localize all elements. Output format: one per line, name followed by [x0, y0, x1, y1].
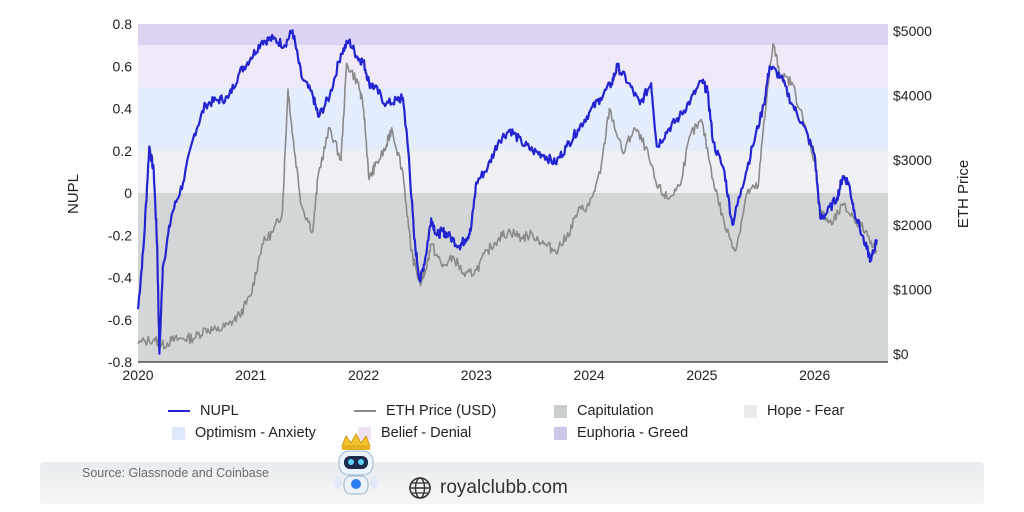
nupl-tick-label: -0.4	[108, 270, 132, 286]
year-tick-label: 2024	[574, 367, 605, 383]
year-tick-label: 2025	[686, 367, 717, 383]
eth-price-tick-label: $3000	[893, 152, 932, 168]
nupl-tick-label: 0.6	[113, 58, 133, 74]
nupl-tick-label: 0.2	[113, 143, 133, 159]
year-tick-label: 2023	[461, 367, 492, 383]
eth-price-tick-label: $2000	[893, 217, 932, 233]
legend-label: ETH Price (USD)	[386, 403, 497, 419]
legend-swatch	[168, 410, 190, 412]
globe-icon	[409, 477, 431, 499]
legend-label: Hope - Fear	[767, 403, 845, 419]
nupl-tick-label: 0.4	[113, 101, 133, 117]
legend-swatch	[744, 404, 757, 418]
nupl-series-line	[136, 29, 878, 355]
zone-hope-fear	[138, 150, 888, 193]
eth-price-axis-label: ETH Price	[955, 160, 972, 228]
legend-swatch	[354, 410, 376, 412]
zone-optimism-anxiety	[138, 87, 888, 151]
eth-price-tick-label: $1000	[893, 281, 932, 297]
legend-item-capitulation: Capitulation	[550, 403, 740, 419]
zone-euphoria-greed	[138, 24, 888, 46]
robot-mascot-logo	[334, 432, 378, 495]
legend-item-euphoria-greed: Euphoria - Greed	[550, 425, 740, 441]
legend: NUPL ETH Price (USD) Capitulation Hope - Fe…	[168, 403, 888, 441]
legend-label: Optimism - Anxiety	[195, 425, 316, 441]
legend-item-optimism-anxiety: Optimism - Anxiety	[168, 425, 354, 441]
nupl-tick-label: 0	[124, 185, 132, 201]
brand[interactable]: royalclubb.com	[408, 476, 568, 500]
zone-belief-denial	[138, 45, 888, 88]
year-tick-label: 2022	[348, 367, 379, 383]
legend-label: Euphoria - Greed	[577, 425, 689, 441]
nupl-tick-label: -0.6	[108, 312, 132, 328]
nupl-tick-label: -0.2	[108, 227, 132, 243]
eth-price-tick-label: $4000	[893, 88, 932, 104]
footer-bar	[40, 462, 984, 504]
nupl-tick-label: 0.8	[113, 16, 133, 32]
legend-swatch	[554, 426, 567, 440]
nupl-tick-label: -0.8	[108, 354, 132, 370]
year-tick-label: 2020	[122, 367, 153, 383]
legend-label: NUPL	[200, 403, 239, 419]
legend-item-belief-denial: Belief - Denial	[354, 425, 550, 441]
brand-url[interactable]: royalclubb.com	[440, 477, 568, 498]
legend-swatch	[554, 404, 567, 418]
year-tick-label: 2026	[799, 367, 830, 383]
legend-label: Capitulation	[577, 403, 654, 419]
axis-ticks: 0.8 0.6 0.4 0.2 0 -0.2 -0.4 -0.6 -0.8 $5000 $4000 $…	[108, 16, 932, 383]
legend-item-hope-fear: Hope - Fear	[740, 403, 890, 419]
eth-price-tick-label: $5000	[893, 23, 932, 39]
sentiment-zones	[138, 24, 888, 362]
legend-swatch	[172, 426, 185, 440]
year-tick-label: 2021	[235, 367, 266, 383]
source-note: Source: Glassnode and Coinbase	[82, 466, 269, 480]
eth-price-tick-label: $0	[893, 346, 909, 362]
series-lines	[136, 29, 878, 355]
legend-item-nupl: NUPL	[168, 403, 354, 419]
nupl-axis-label: NUPL	[65, 174, 82, 214]
legend-item-eth-price-usd: ETH Price (USD)	[354, 403, 550, 419]
eth-price-series-line	[137, 43, 878, 350]
legend-swatch	[358, 426, 371, 440]
legend-label: Belief - Denial	[381, 425, 472, 441]
zone-capitulation	[138, 193, 888, 362]
